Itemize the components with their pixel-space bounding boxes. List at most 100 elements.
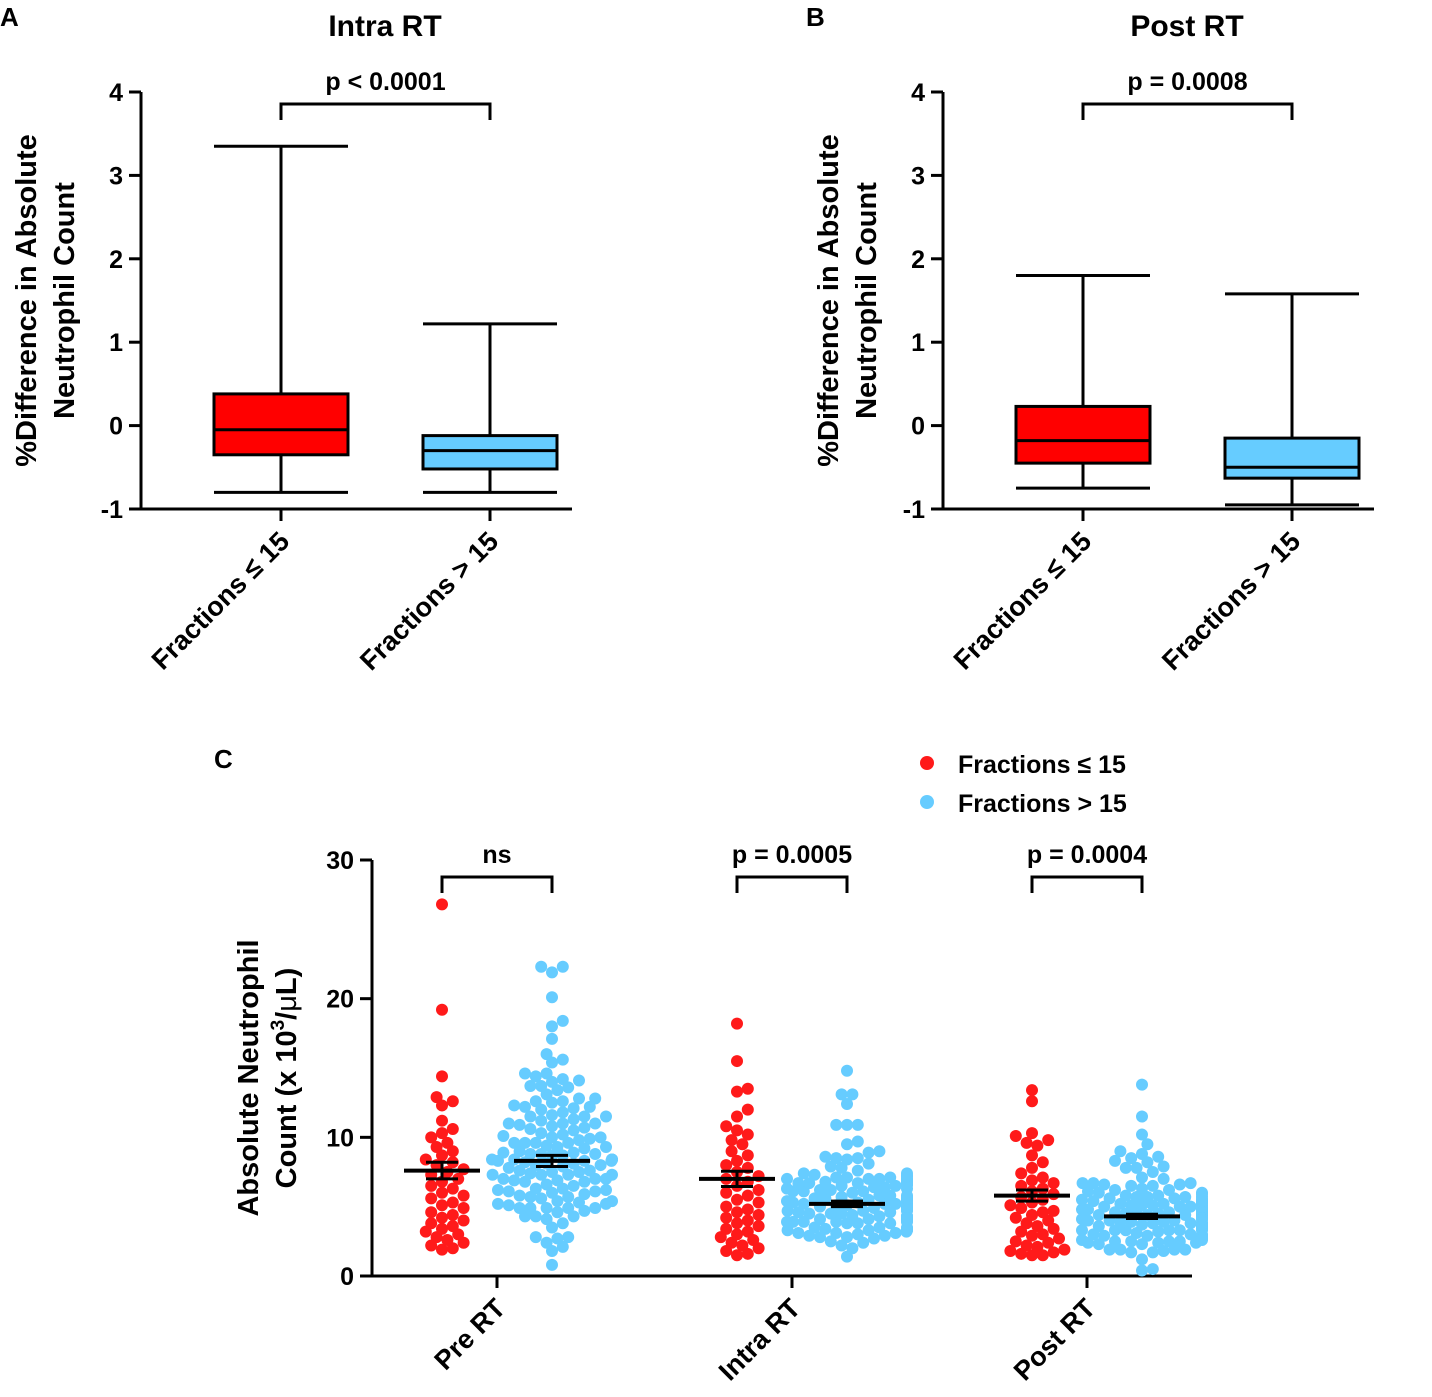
panel-c-point	[841, 1064, 853, 1077]
panel-c-point	[846, 1088, 859, 1101]
panel-c-point	[1076, 1177, 1089, 1190]
panel-c-point	[1136, 1182, 1148, 1195]
panel-c-series-gt15-post-rt	[1076, 1078, 1208, 1277]
panel-c-point	[556, 1073, 569, 1086]
panel-c-point	[513, 1189, 526, 1202]
panel-c-legend-marker	[920, 795, 934, 809]
panel-c-point	[446, 1220, 459, 1233]
panel-c-point	[1042, 1134, 1055, 1147]
panel-c-point	[589, 1117, 602, 1130]
panel-c-significance-bracket	[735, 875, 849, 893]
panel-c-point	[589, 1092, 602, 1105]
panel-b-y-axis-label-line: Neutrophil Count	[851, 182, 883, 419]
panel-c-point	[535, 1114, 548, 1127]
panel-c-point	[446, 1182, 459, 1195]
panel-c-point	[1141, 1138, 1154, 1151]
panel-c-point	[752, 1184, 765, 1197]
panel-a-x-tick-label: Fractions > 15	[354, 526, 504, 676]
panel-c-point	[436, 1127, 448, 1140]
panel-b-significance-bracket	[1081, 102, 1294, 120]
panel-c-point	[436, 898, 448, 911]
panel-c-point	[736, 1138, 749, 1151]
panel-c-point	[1125, 1179, 1138, 1192]
panel-a-y-tick-label: 4	[109, 79, 123, 107]
panel-c-point	[1119, 1189, 1132, 1202]
panel-c-point	[519, 1100, 531, 1113]
panel-c-point	[862, 1157, 875, 1170]
panel-c-point	[436, 1114, 448, 1127]
panel-c-point	[446, 1123, 459, 1136]
panel-c-point	[1047, 1204, 1060, 1217]
panel-c-point	[583, 1132, 596, 1145]
panel-c-point	[1136, 1110, 1148, 1123]
panel-c-series-le15-intra-rt	[714, 1017, 765, 1262]
panel-c-point	[731, 1154, 743, 1167]
panel-c-point	[457, 1202, 470, 1215]
panel-c-point	[546, 1120, 558, 1133]
panel-c-point	[556, 1053, 569, 1066]
panel-c-x-tick-label: Post RT	[1008, 1293, 1102, 1387]
panel-b-x-tick-label: Fractions > 15	[1156, 526, 1306, 676]
panel-c-point	[446, 1196, 459, 1209]
panel-c-point	[731, 1193, 743, 1206]
panel-c-point	[1036, 1171, 1049, 1184]
panel-c-point	[578, 1175, 591, 1188]
panel-c-point	[441, 1233, 454, 1246]
panel-c-point	[1036, 1206, 1049, 1219]
panel-c-point	[873, 1145, 886, 1158]
panel-c-point	[508, 1099, 521, 1112]
panel-c-point	[567, 1124, 580, 1137]
panel-c-point	[519, 1136, 531, 1149]
panel-c-point	[546, 1032, 558, 1045]
panel-c-point	[1058, 1243, 1071, 1256]
panel-c-point	[1125, 1152, 1138, 1165]
panel-c-point	[731, 1228, 743, 1241]
panel-c-point	[830, 1171, 843, 1184]
panel-c-point	[797, 1197, 810, 1210]
panel-c-point	[846, 1186, 859, 1199]
panel-c-y-axis-label-slash: /	[271, 1012, 303, 1020]
panel-c-point	[556, 1106, 569, 1119]
panel-c-point	[889, 1227, 902, 1240]
panel-b-chart: -1 0 1 2 3 4 %Difference in Absolute Neutrophil…	[813, 68, 1374, 676]
panel-c-point	[457, 1189, 470, 1202]
panel-c-point	[492, 1184, 504, 1197]
panel-b-box	[1223, 436, 1361, 480]
panel-c-point	[594, 1131, 607, 1144]
panel-c-point	[529, 1070, 542, 1083]
panel-c-point	[513, 1202, 526, 1215]
panel-c-point	[1031, 1240, 1044, 1253]
panel-c-point	[781, 1182, 793, 1195]
panel-c-point	[1020, 1136, 1033, 1149]
panel-c-series-le15-post-rt	[1004, 1084, 1071, 1262]
panel-c-point	[1031, 1220, 1044, 1233]
panel-c-point	[862, 1146, 875, 1159]
panel-c-point	[486, 1153, 498, 1166]
panel-c-point	[720, 1186, 733, 1199]
panel-c-point	[446, 1095, 459, 1108]
panel-c-point	[1026, 1149, 1038, 1162]
panel-c-point	[1136, 1078, 1148, 1091]
panel-c-point	[540, 1202, 553, 1215]
panel-c-point	[1157, 1172, 1170, 1185]
panel-c-point	[1179, 1190, 1192, 1203]
panel-c-point	[1026, 1229, 1038, 1242]
panel-a-box	[212, 392, 350, 457]
panel-c-point	[508, 1174, 521, 1187]
panel-c-y-axis-label-superscript: 3	[268, 1020, 289, 1031]
panel-c-point	[731, 1249, 743, 1262]
panel-c-point	[425, 1131, 438, 1144]
panel-c-point	[841, 1118, 853, 1131]
panel-c-point	[606, 1195, 618, 1208]
panel-c-point	[741, 1225, 754, 1238]
panel-c-point	[578, 1110, 591, 1123]
panel-c-y-tick-label: 20	[326, 986, 354, 1014]
panel-c-point	[725, 1134, 738, 1147]
panel-a-y-axis-label-line: %Difference in Absolute	[11, 134, 43, 466]
panel-c-point	[781, 1215, 793, 1228]
panel-c-point	[441, 1136, 454, 1149]
panel-c-point	[720, 1159, 733, 1172]
panel-c-point	[1026, 1095, 1038, 1108]
panel-c-point	[741, 1203, 754, 1216]
panel-c-point	[752, 1220, 765, 1233]
